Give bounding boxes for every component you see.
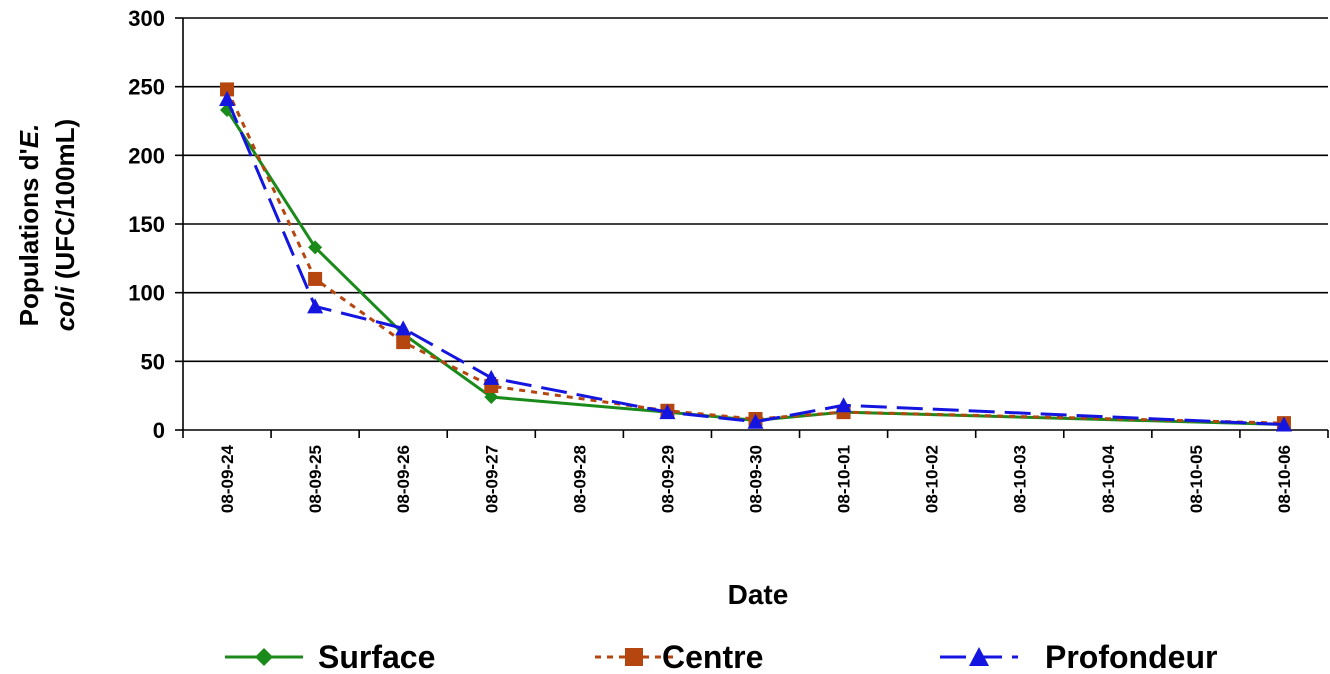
x-tick-label: 08-10-01 [835,445,854,513]
series-profondeur [219,91,1292,432]
axes [182,18,1329,438]
x-tick-label: 08-09-28 [570,445,589,513]
x-tick-labels: 08-09-24 08-09-25 08-09-26 08-09-27 08-09-28… [218,444,1294,513]
x-tick-label: 08-10-02 [923,445,942,513]
y-tick-label: 200 [128,143,165,168]
x-tick-label: 08-09-25 [306,445,325,513]
legend-marker-centre [625,648,643,666]
data-point-profondeur [1275,416,1292,432]
legend-marker-profondeur [969,647,989,666]
series-line-centre [225,88,1284,425]
data-point-profondeur [835,397,852,413]
y-tick-label: 300 [128,6,165,31]
y-axis-title: Populations d'E. coli (UFC/100mL) [14,119,80,331]
y-tick-labels: 0 50 100 150 200 250 300 [128,6,165,443]
x-tick-label: 08-10-05 [1187,445,1206,513]
y-tick-label: 0 [153,418,165,443]
data-point-profondeur [483,369,500,385]
y-axis-title-line1-italic: E. [14,124,44,149]
x-tick-label: 08-09-30 [747,445,766,513]
x-tick-label: 08-10-04 [1099,444,1118,513]
svg-text:coli (UFC/100mL): coli (UFC/100mL) [50,119,80,331]
legend: Surface Centre Profondeur [225,639,1217,674]
y-axis-title-line2-italic: coli [50,286,80,332]
data-point-profondeur [395,320,412,336]
data-point-centre [396,335,411,350]
series-lines [219,82,1292,432]
x-tick-label: 08-10-03 [1011,445,1030,513]
series-line-surface [225,109,1285,427]
data-point-surface [308,240,323,255]
data-point-surface [484,390,499,405]
x-tick-label: 08-09-24 [218,444,237,513]
gridlines [175,17,1328,431]
svg-text:Populations d'E.: Populations d'E. [14,124,44,327]
x-tick-label: 08-09-27 [482,445,501,513]
x-tick-label: 08-09-29 [658,445,677,513]
legend-label-surface: Surface [318,639,435,674]
series-centre [220,82,1291,431]
legend-marker-surface [255,648,273,666]
y-axis-title-line2: (UFC/100mL) [50,119,80,287]
data-point-profondeur [307,298,324,314]
data-point-profondeur [659,404,676,420]
y-tick-label: 250 [128,75,165,100]
y-tick-label: 150 [128,212,165,237]
series-line-profondeur [225,98,1285,427]
x-tick-label: 08-10-06 [1275,445,1294,513]
series-surface [220,103,1291,432]
data-point-centre [220,82,235,97]
x-tick-label: 08-09-26 [394,445,413,513]
y-tick-label: 100 [128,281,165,306]
data-point-centre [308,271,323,286]
data-point-profondeur [747,413,764,429]
y-axis-title-line1: Populations d' [14,148,44,326]
legend-label-centre: Centre [662,639,763,674]
x-axis-title: Date [728,579,789,610]
data-point-profondeur [219,91,236,107]
y-tick-label: 50 [141,349,165,374]
legend-label-profondeur: Profondeur [1045,639,1217,674]
